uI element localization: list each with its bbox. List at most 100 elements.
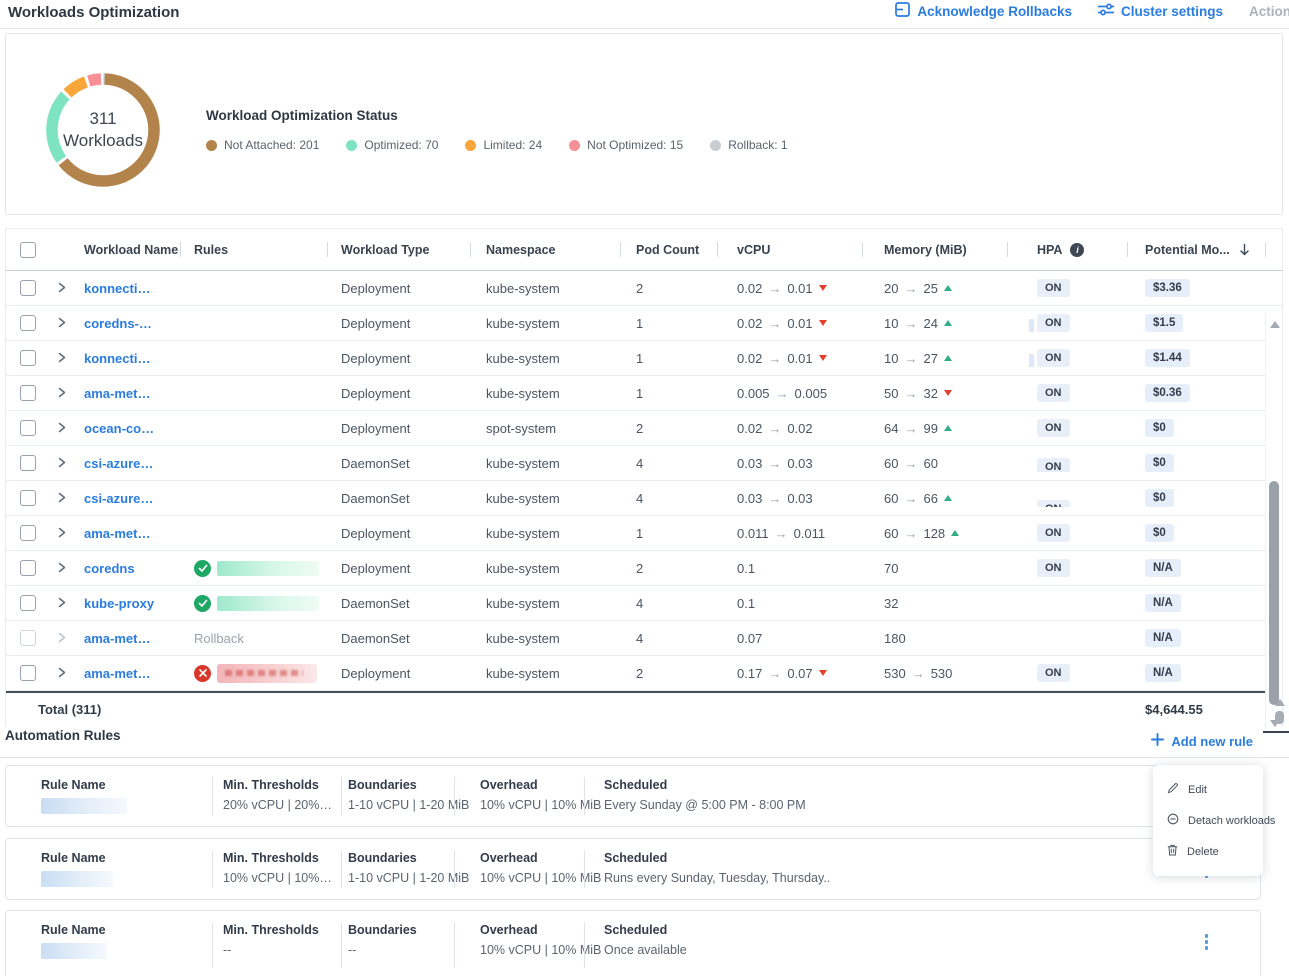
col-header-vcpu: vCPU bbox=[717, 229, 862, 270]
col-header-workload-name: Workload Name bbox=[76, 229, 180, 270]
workload-name-link[interactable]: csi-azure… bbox=[84, 456, 153, 471]
row-checkbox[interactable] bbox=[20, 595, 36, 611]
vcpu-cell: 0.17→0.07 bbox=[717, 666, 862, 681]
expand-chevron-icon[interactable] bbox=[58, 351, 66, 366]
expand-chevron-icon[interactable] bbox=[58, 386, 66, 401]
rule-error-icon bbox=[194, 665, 211, 682]
pencil-icon bbox=[1167, 782, 1179, 797]
page-scroll-up-arrow[interactable] bbox=[1275, 699, 1285, 706]
row-checkbox[interactable] bbox=[20, 350, 36, 366]
menu-item-detach-workloads[interactable]: Detach workloads bbox=[1153, 805, 1263, 836]
namespace-cell: kube-system bbox=[470, 526, 620, 541]
legend-label: Not Optimized: 15 bbox=[587, 138, 683, 152]
expand-chevron-icon[interactable] bbox=[58, 666, 66, 681]
column-divider bbox=[341, 922, 342, 968]
rule-scheduled-label: Scheduled bbox=[604, 778, 806, 792]
hpa-info-icon[interactable]: i bbox=[1070, 243, 1084, 257]
menu-item-edit[interactable]: Edit bbox=[1153, 774, 1263, 805]
arrow-right-icon: → bbox=[776, 386, 789, 401]
row-checkbox[interactable] bbox=[20, 560, 36, 576]
rule-boundaries-value: 1-10 vCPU | 1-20 MiB bbox=[348, 798, 469, 812]
expand-chevron-icon[interactable] bbox=[58, 491, 66, 506]
workload-name-link[interactable]: coredns-… bbox=[84, 316, 152, 331]
scroll-up-arrow[interactable] bbox=[1270, 321, 1280, 328]
redacted-rule-name-value bbox=[41, 871, 113, 887]
metric-from: 60 bbox=[884, 526, 898, 541]
hpa-on-badge: ON bbox=[1037, 458, 1070, 472]
total-value: $4,644.55 bbox=[1127, 702, 1265, 717]
namespace-cell: spot-system bbox=[470, 421, 620, 436]
expand-chevron-icon[interactable] bbox=[58, 631, 66, 646]
expand-chevron-icon[interactable] bbox=[58, 281, 66, 296]
redacted-rule-name bbox=[217, 561, 319, 576]
arrow-right-icon: → bbox=[904, 421, 917, 436]
vcpu-cell: 0.02→0.02 bbox=[717, 421, 862, 436]
legend-dot bbox=[206, 140, 217, 151]
workload-name-link[interactable]: konnecti… bbox=[84, 351, 150, 366]
col-header-rules: Rules bbox=[180, 229, 327, 270]
rule-boundaries-label: Boundaries bbox=[348, 923, 417, 937]
redacted-rule-name-value bbox=[41, 943, 107, 959]
page-title: Workloads Optimization bbox=[8, 4, 179, 21]
redacted-rule-name bbox=[217, 596, 319, 611]
rule-badge bbox=[194, 595, 319, 612]
expand-chevron-icon[interactable] bbox=[58, 561, 66, 576]
expand-chevron-icon[interactable] bbox=[58, 456, 66, 471]
potential-badge: N/A bbox=[1145, 664, 1181, 682]
row-checkbox[interactable] bbox=[20, 280, 36, 296]
scroll-thumb[interactable] bbox=[1269, 481, 1279, 705]
namespace-cell: kube-system bbox=[470, 316, 620, 331]
metric-to: 0.011 bbox=[794, 526, 826, 541]
workload-name-link[interactable]: ocean-co… bbox=[84, 421, 154, 436]
potential-cell: $0 bbox=[1127, 419, 1265, 437]
arrow-right-icon: → bbox=[775, 526, 788, 541]
expand-chevron-icon[interactable] bbox=[58, 526, 66, 541]
rule-name-label: Rule Name bbox=[41, 778, 127, 792]
row-checkbox[interactable] bbox=[20, 420, 36, 436]
expand-chevron-icon[interactable] bbox=[58, 596, 66, 611]
hpa-cell: ON bbox=[1007, 454, 1127, 472]
workload-name-link[interactable]: ama-met… bbox=[84, 631, 150, 646]
row-checkbox[interactable] bbox=[20, 630, 36, 646]
metric-to: 32 bbox=[923, 386, 937, 401]
row-checkbox[interactable] bbox=[20, 455, 36, 471]
rule-name-label: Rule Name bbox=[41, 851, 113, 865]
workload-name-link[interactable]: csi-azure… bbox=[84, 491, 153, 506]
row-checkbox[interactable] bbox=[20, 525, 36, 541]
trend-down-icon bbox=[819, 285, 827, 291]
workload-name-link[interactable]: kube-proxy bbox=[84, 596, 154, 611]
potential-cell: $1.44 bbox=[1127, 349, 1265, 367]
potential-badge: $1.44 bbox=[1145, 349, 1190, 367]
namespace-cell: kube-system bbox=[470, 386, 620, 401]
acknowledge-rollbacks-button[interactable]: Acknowledge Rollbacks bbox=[895, 2, 1072, 20]
row-checkbox[interactable] bbox=[20, 490, 36, 506]
table-scrollbar[interactable] bbox=[1265, 313, 1282, 733]
table-row: csi-azure…DaemonSetkube-system40.03→0.03… bbox=[6, 446, 1282, 481]
actions-button[interactable]: Action bbox=[1249, 4, 1289, 19]
add-new-rule-button[interactable]: Add new rule bbox=[1151, 733, 1253, 749]
menu-item-delete[interactable]: Delete bbox=[1153, 836, 1263, 867]
expand-chevron-icon[interactable] bbox=[58, 316, 66, 331]
row-checkbox[interactable] bbox=[20, 385, 36, 401]
expand-chevron-icon[interactable] bbox=[58, 421, 66, 436]
trend-up-icon bbox=[944, 425, 952, 431]
workload-name-link[interactable]: ama-met… bbox=[84, 386, 150, 401]
sort-descending-icon[interactable] bbox=[1238, 243, 1251, 257]
row-checkbox[interactable] bbox=[20, 665, 36, 681]
cluster-settings-button[interactable]: Cluster settings bbox=[1098, 3, 1223, 19]
rule-kebab-menu-icon[interactable] bbox=[1203, 932, 1211, 952]
page-scroll-thumb[interactable] bbox=[1275, 711, 1284, 724]
col-header-potential[interactable]: Potential Mo... bbox=[1127, 229, 1265, 270]
metric-from: 0.03 bbox=[737, 456, 762, 471]
select-all-checkbox[interactable] bbox=[20, 242, 36, 258]
workload-name-link[interactable]: coredns bbox=[84, 561, 135, 576]
metric-value: 32 bbox=[884, 596, 898, 611]
row-checkbox[interactable] bbox=[20, 315, 36, 331]
workload-name-link[interactable]: ama-met… bbox=[84, 666, 150, 681]
trend-up-icon bbox=[944, 355, 952, 361]
hpa-cell: ON bbox=[1007, 349, 1127, 367]
rule-min_thresholds-value: 20% vCPU | 20%… bbox=[223, 798, 332, 812]
rule-scheduled-value: Once available bbox=[604, 943, 687, 957]
workload-name-link[interactable]: ama-met… bbox=[84, 526, 150, 541]
workload-name-link[interactable]: konnecti… bbox=[84, 281, 150, 296]
